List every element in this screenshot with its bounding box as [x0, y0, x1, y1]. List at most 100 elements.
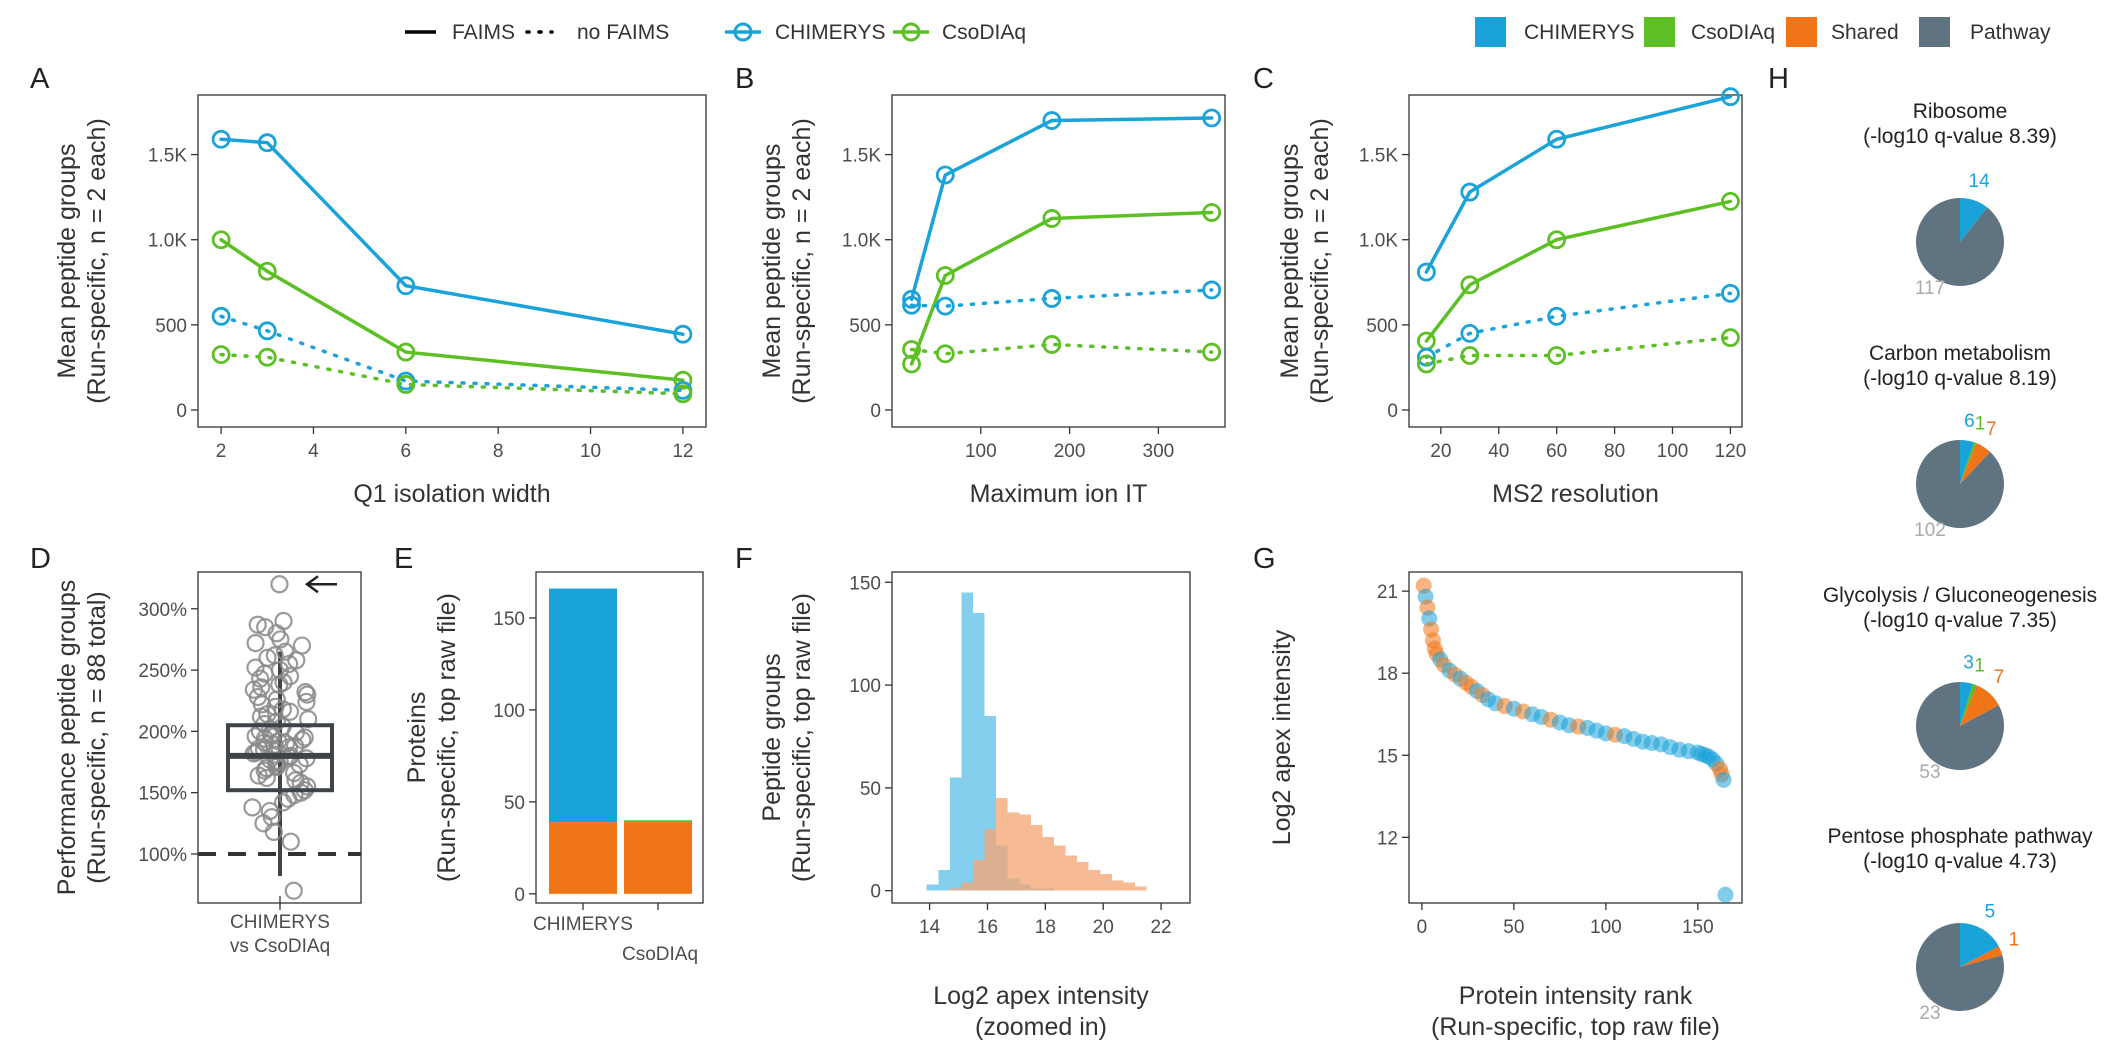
- data-point: [255, 664, 274, 683]
- data-point-csodiaq: [257, 347, 277, 367]
- data-point-chimerys: [1717, 886, 1734, 903]
- histogram-bin-chimerys: [961, 592, 974, 891]
- y-tick-label: 150: [493, 609, 525, 630]
- data-point-chimerys: [935, 165, 955, 185]
- data-point-chimerys: [1042, 289, 1062, 308]
- x-tick-label: 120: [1715, 441, 1747, 462]
- data-point-csodiaq: [396, 342, 416, 362]
- data-point-chimerys: [1715, 771, 1732, 788]
- histogram-bin-chimerys: [926, 884, 939, 891]
- pie-title: Pentose phosphate pathway (-log10 q-value…: [1827, 825, 2093, 873]
- histogram-bin-csodiaq: [1065, 855, 1078, 891]
- y-axis-label: Mean peptide groups(Run-specific, n = 2 …: [53, 118, 111, 404]
- data-point: [281, 832, 300, 851]
- legend-fill-chimerys-swatch: [1475, 17, 1506, 47]
- x-axis-label: Maximum ion IT: [970, 480, 1148, 508]
- legend-fill-csodiaq-swatch: [1644, 17, 1675, 47]
- data-point: [298, 777, 317, 796]
- y-tick-label: 500: [155, 316, 187, 337]
- legend-fill-shared-swatch: [1786, 17, 1817, 47]
- pie-slice-chimerys: [1960, 440, 1975, 484]
- data-point-csodiaq: [673, 370, 693, 390]
- data-point-csodiaq: [1202, 203, 1222, 222]
- pie-slice-csodiaq: [1960, 442, 1977, 484]
- x-axis-label: MS2 resolution: [1492, 480, 1659, 508]
- pie-slice-label-chimerys: 6: [1964, 411, 1975, 432]
- panel-d-box-plot: 100% 150% 200% 250% 300% CHIMERYS vs CsoDIAq Pe…: [53, 571, 362, 957]
- data-point-chimerys: [1416, 262, 1436, 282]
- bar-segment-chimerys: [549, 588, 617, 823]
- y-tick-label: 15: [1377, 746, 1398, 767]
- data-point-csodiaq: [257, 261, 277, 281]
- panel-letter-e: E: [394, 543, 413, 575]
- data-point-csodiaq: [902, 340, 921, 359]
- x-tick-label: 100: [965, 441, 997, 462]
- plot-frame: [891, 571, 1191, 904]
- data-point-csodiaq: [1042, 209, 1062, 228]
- data-point-chimerys: [673, 324, 693, 344]
- pie-slice-label-chimerys: 5: [1985, 901, 1996, 922]
- y-tick-label: 100: [493, 701, 525, 722]
- data-point: [249, 766, 268, 785]
- data-point-csodiaq: [673, 384, 693, 404]
- x-axis-label: Protein intensity rank (Run-specific, top…: [1431, 982, 1720, 1041]
- legend-faims-label: FAIMS: [452, 21, 515, 44]
- bar-segment-shared: [624, 822, 692, 894]
- y-tick-label: 500: [849, 316, 881, 337]
- data-point: [280, 654, 299, 674]
- series-line-csodiaq-no-faims: [219, 352, 685, 396]
- x-tick-label: 60: [1546, 441, 1567, 462]
- x-tick-label: 10: [580, 441, 601, 462]
- x-tick-label: 8: [493, 441, 504, 462]
- y-tick-label: 1.0K: [1359, 231, 1398, 252]
- data-point: [298, 685, 317, 704]
- histogram-bin-csodiaq: [1135, 886, 1147, 891]
- y-axis-label: Proteins(Run-specific, top raw file): [403, 593, 461, 882]
- x-tick-label: CHIMERYS vs CsoDIAq: [230, 912, 330, 957]
- histogram-bin-chimerys: [949, 777, 962, 891]
- series-line-chimerys-faims: [219, 137, 685, 336]
- data-point-chimerys: [211, 306, 231, 326]
- data-point: [274, 793, 293, 812]
- y-axis-label: Mean peptide groups(Run-specific, n = 2 …: [1276, 118, 1334, 404]
- histogram-bin-csodiaq: [973, 859, 985, 891]
- histogram-bin-chimerys: [938, 870, 950, 891]
- pie-slice-pathway: [1916, 440, 2004, 528]
- histogram-bin-csodiaq: [949, 888, 962, 891]
- y-tick-label: 21: [1377, 582, 1398, 603]
- data-point-csodiaq: [1460, 346, 1480, 365]
- series-line-chimerys-no-faims: [909, 288, 1214, 308]
- data-point: [284, 881, 303, 900]
- data-point-chimerys: [257, 133, 277, 153]
- panel-letter-f: F: [735, 543, 753, 575]
- x-tick-label: 2: [216, 441, 227, 462]
- pie-slice-pathway: [1916, 198, 2004, 286]
- data-point-chimerys: [211, 129, 231, 149]
- x-axis-label: Q1 isolation width: [353, 480, 550, 508]
- histogram-bin-chimerys: [984, 715, 997, 891]
- y-tick-label: 250%: [138, 661, 187, 682]
- panel-letter-h: H: [1768, 63, 1789, 95]
- x-tick-label: 6: [401, 441, 412, 462]
- pie-slice-label-pathway: 53: [1919, 762, 1940, 783]
- data-point-chimerys: [1460, 182, 1480, 202]
- y-axis-label: Log2 apex intensity: [1268, 629, 1296, 845]
- data-point: [269, 732, 288, 751]
- data-point-csodiaq: [396, 375, 416, 394]
- panel-letter-a: A: [30, 63, 50, 95]
- y-tick-label: 18: [1377, 664, 1398, 685]
- series-line-csodiaq-no-faims: [909, 342, 1214, 356]
- panel-c-line-chart: 20 40 60 80 100 120 0 500 1.0K 1.5K MS2 resolution…: [1276, 87, 1747, 508]
- data-point-chimerys: [902, 295, 921, 315]
- pie-slice-label-csodiaq: 1: [1975, 414, 1986, 435]
- pie-slice-label-shared: 1: [2009, 930, 2020, 951]
- data-point: [274, 611, 293, 631]
- legend-fill-chimerys-label: CHIMERYS: [1524, 21, 1634, 44]
- series-line-csodiaq-no-faims: [1424, 335, 1733, 366]
- panel-a-line-chart: 2 4 6 8 10 12 0 500 1.0K 1.5K Q1 isolation width Me…: [53, 94, 707, 508]
- data-point-csodiaq: [935, 344, 955, 364]
- x-tick-label: 14: [919, 917, 941, 938]
- data-point-csodiaq: [211, 230, 231, 250]
- series-line-chimerys-no-faims: [1424, 291, 1733, 359]
